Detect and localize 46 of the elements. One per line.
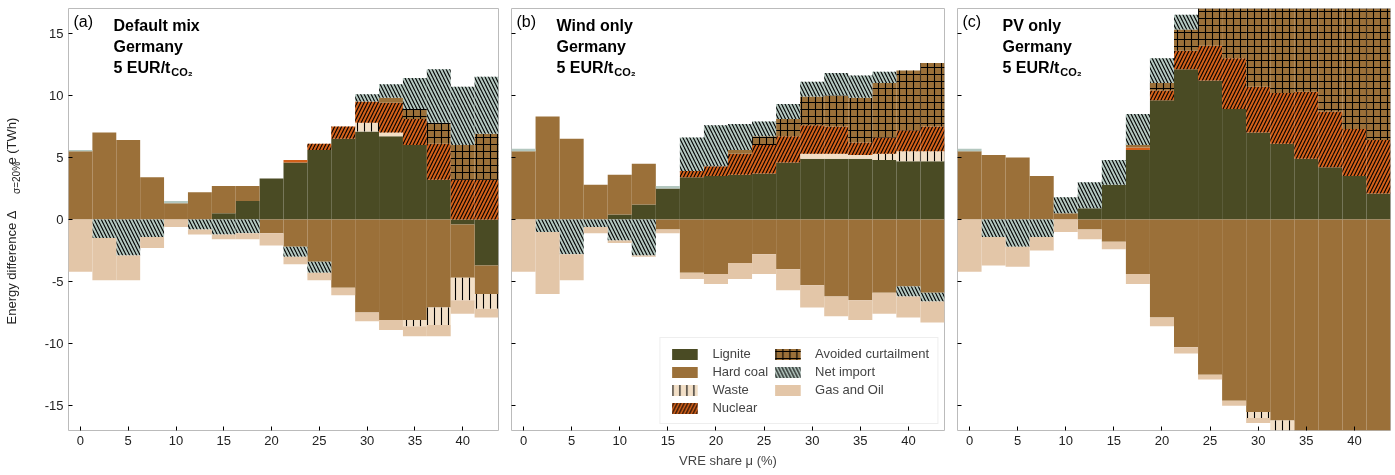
chart-title: (a): [73, 12, 94, 30]
y-tick-label: 5: [56, 149, 64, 165]
x-tick-label: 35: [407, 432, 423, 448]
legend-label: Lignite: [712, 346, 751, 361]
legend-label: Hard coal: [712, 364, 769, 379]
legend-label: Waste: [712, 382, 749, 397]
legend-label: Avoided curtailment: [815, 346, 929, 361]
text: Energy difference Δσ=20%e (TWh): [3, 117, 22, 325]
x-tick-label: 5: [568, 432, 576, 448]
y-tick-label: 15: [49, 25, 64, 41]
x-tick-label: 30: [359, 432, 375, 448]
x-tick-label: 40: [455, 432, 470, 448]
x-tick-label: 10: [1058, 432, 1073, 448]
x-tick-label: 5: [1014, 432, 1022, 448]
y-tick-label: -10: [44, 336, 64, 352]
x-tick-label: 15: [216, 432, 232, 448]
x-tick-label: 25: [1202, 432, 1218, 448]
x-axis-title: VRE share μ (%): [679, 452, 777, 468]
x-tick-label: 0: [76, 432, 85, 448]
y-tick-label: -15: [44, 398, 64, 414]
legend-label: Gas and Oil: [815, 382, 884, 397]
x-tick-label: 5: [124, 432, 132, 448]
x-tick-label: 0: [519, 432, 528, 448]
x-tick-label: 25: [312, 432, 327, 448]
x-tick-label: 20: [1154, 432, 1170, 448]
x-tick-label: 40: [1347, 432, 1362, 448]
x-tick-label: 35: [1299, 432, 1314, 448]
x-tick-label: 20: [264, 432, 279, 448]
y-tick-label: 0: [56, 212, 64, 227]
x-tick-label: 30: [1250, 432, 1266, 448]
x-tick-label: 15: [1106, 432, 1122, 448]
y-tick-label: 10: [49, 87, 64, 103]
x-tick-label: 15: [660, 432, 676, 448]
chart-title: (c): [962, 12, 982, 30]
legend-label: Nuclear: [712, 400, 758, 415]
x-tick-label: 10: [168, 432, 184, 448]
x-tick-label: 20: [708, 432, 724, 448]
x-tick-label: 25: [756, 432, 772, 448]
x-tick-label: 0: [965, 432, 974, 448]
x-tick-label: 40: [901, 432, 916, 448]
legend-label: Net import: [815, 364, 876, 379]
x-tick-label: 10: [612, 432, 627, 448]
x-tick-label: 30: [804, 432, 820, 448]
chart-title: (b): [516, 12, 537, 30]
y-tick-label: -5: [51, 274, 64, 290]
x-tick-label: 35: [853, 432, 868, 448]
